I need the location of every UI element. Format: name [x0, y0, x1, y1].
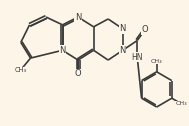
Text: CH₃: CH₃ — [175, 101, 187, 106]
Text: O: O — [75, 69, 81, 78]
Text: N: N — [119, 24, 126, 33]
Text: HN: HN — [132, 53, 143, 62]
Text: N: N — [75, 12, 81, 22]
Text: CH₃: CH₃ — [15, 67, 27, 73]
Text: N: N — [119, 46, 126, 55]
Text: N: N — [59, 46, 66, 55]
Text: O: O — [142, 25, 148, 34]
Text: CH₃: CH₃ — [151, 59, 163, 64]
